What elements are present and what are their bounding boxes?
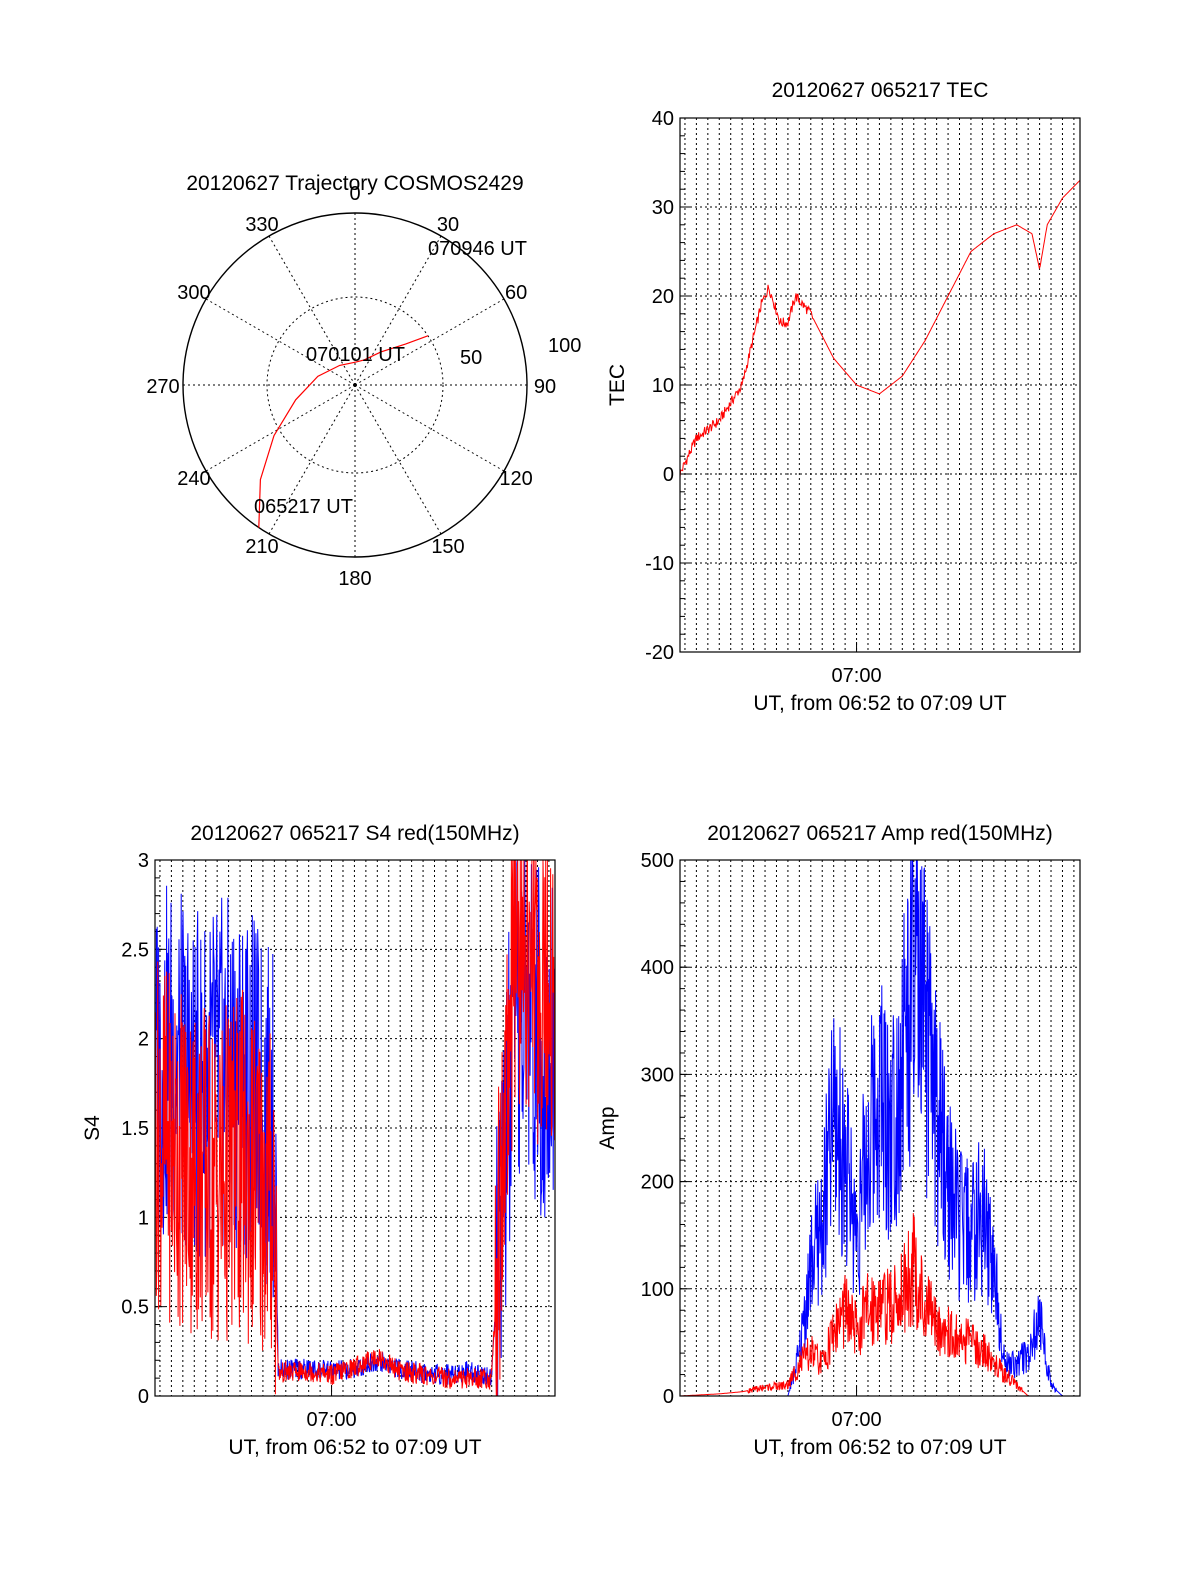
amp-frame [679,859,1081,1397]
polar-spoke [354,384,505,472]
y-tick-label: 500 [641,850,674,872]
trajectory-start-label: 065217 UT [254,496,353,518]
amp-y-ticks: 0 100 200 300 400 500 [641,850,858,1408]
y-tick-label: 3 [138,850,149,872]
s4-series [154,859,556,1397]
azimuth-label: 90 [534,376,556,398]
azimuth-label: 270 [146,376,179,398]
polar-spoke [205,298,356,386]
y-tick-label: 2 [138,1029,149,1051]
y-tick-label: 0 [138,1386,149,1408]
azimuth-label: 30 [437,214,459,236]
tec-title: 20120627 065217 TEC [772,79,989,102]
tec-x-tick-0700: 07:00 [832,665,882,687]
amp-y-label: Amp [596,1106,619,1149]
y-tick-label: -10 [645,553,674,575]
polar-azimuth-labels: 0 30 60 90 120 150 180 210 240 270 300 330 [146,183,556,590]
azimuth-label: 0 [349,183,360,205]
series-line [679,179,1081,478]
series-line [680,1213,1080,1397]
amp-x-label: UT, from 06:52 to 07:09 UT [753,1436,1006,1459]
y-tick-label: 300 [641,1064,674,1086]
y-tick-label: 100 [641,1279,674,1301]
y-tick-label: 1.5 [121,1118,149,1140]
polar-grid [182,212,528,558]
azimuth-label: 60 [505,282,527,304]
polar-spoke [354,298,505,386]
series-line [154,859,556,1397]
polar-spoke [268,384,356,535]
y-tick-label: 40 [652,108,674,130]
y-tick-label: 200 [641,1172,674,1194]
y-tick-label: 2.5 [121,939,149,961]
trajectory-line [258,335,429,528]
s4-title: 20120627 065217 S4 red(150MHz) [190,822,519,845]
polar-inner-ring [266,296,444,474]
trajectory-end-label: 070946 UT [428,238,527,260]
s4-plot: 20120627 065217 S4 red(150MHz) 0 0.5 1 1.5 2… [81,822,556,1459]
y-tick-label: 20 [652,286,674,308]
y-tick-label: 30 [652,197,674,219]
polar-spoke [354,384,442,535]
azimuth-label: 300 [177,282,210,304]
amp-x-tick-0700: 07:00 [832,1409,882,1431]
s4-x-label: UT, from 06:52 to 07:09 UT [228,1436,481,1459]
trajectory-polar-plot: 20120627 Trajectory COSMOS2429 0 30 60 90 12… [146,172,581,590]
y-tick-label: 10 [652,375,674,397]
y-tick-label: 400 [641,957,674,979]
s4-frame [154,859,556,1397]
amp-title: 20120627 065217 Amp red(150MHz) [707,822,1053,845]
tec-y-label: TEC [606,364,629,406]
s4-y-label: S4 [81,1115,104,1141]
tec-plot: 20120627 065217 TEC -20 -10 0 10 20 30 40 07:0… [606,79,1081,715]
y-tick-label: 0 [663,1386,674,1408]
polar-spoke [205,384,356,472]
tec-series [679,179,1081,478]
azimuth-label: 150 [431,536,464,558]
y-tick-label: 0.5 [121,1297,149,1319]
azimuth-label: 330 [245,214,278,236]
trajectory-mid-label: 070101 UT [306,344,405,366]
azimuth-label: 240 [177,468,210,490]
polar-title: 20120627 Trajectory COSMOS2429 [186,172,523,195]
amp-plot: 20120627 065217 Amp red(150MHz) 0 100 200 3… [596,822,1081,1459]
tec-frame [679,117,1081,653]
azimuth-label: 210 [245,536,278,558]
polar-spoke [354,235,442,386]
y-tick-label: 0 [663,464,674,486]
azimuth-label: 120 [499,468,532,490]
polar-spoke [268,235,356,386]
y-tick-label: -20 [645,642,674,664]
y-tick-label: 1 [138,1207,149,1229]
ring-label-50: 50 [460,347,482,369]
s4-x-tick-0700: 07:00 [307,1409,357,1431]
azimuth-label: 180 [338,568,371,590]
tec-x-label: UT, from 06:52 to 07:09 UT [753,692,1006,715]
ring-label-100: 100 [548,335,581,357]
tec-y-ticks: -20 -10 0 10 20 30 40 [645,108,858,664]
